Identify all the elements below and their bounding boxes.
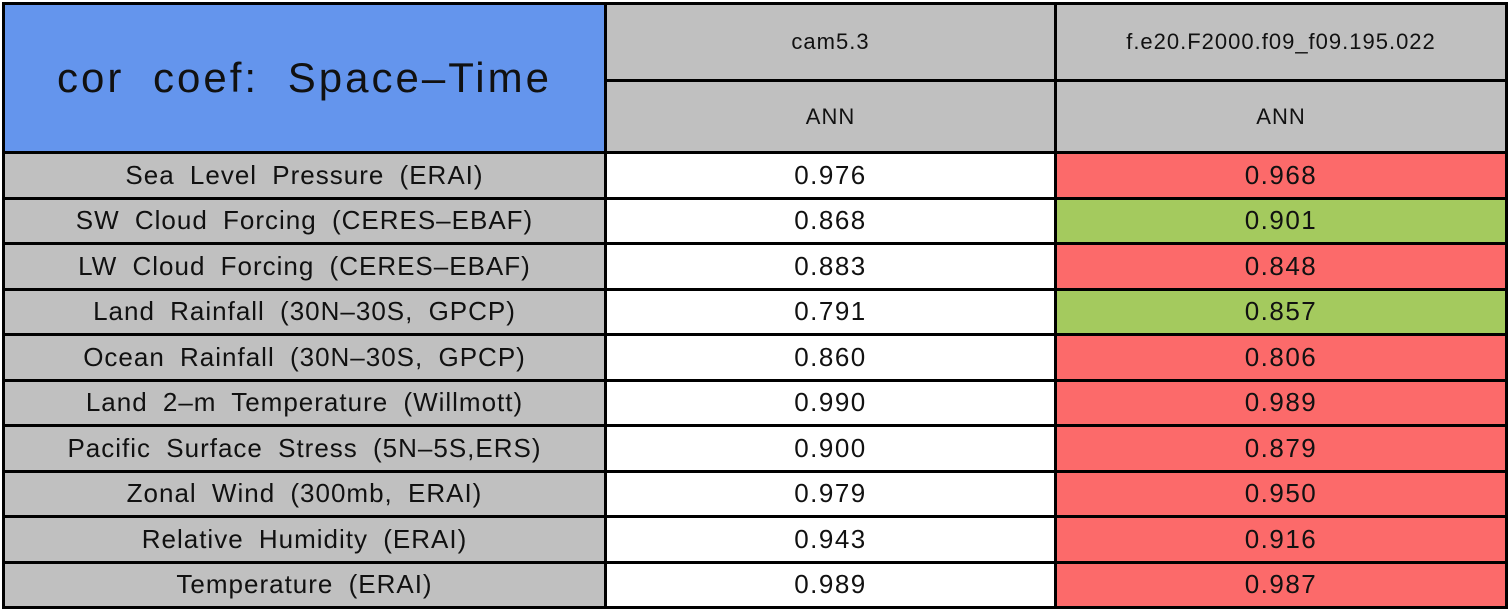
cam53-value: 0.860 [604, 333, 1057, 382]
cam53-value: 0.990 [604, 378, 1057, 427]
cam53-value: 0.979 [604, 469, 1057, 518]
row-label-land-2m-temperature: Land 2–m Temperature (Willmott) [2, 378, 607, 427]
column-header-cam53: cam5.3 [604, 2, 1057, 82]
cam53-value: 0.791 [604, 287, 1057, 336]
season-header-cam53: ANN [604, 79, 1057, 154]
test-value: 0.879 [1054, 424, 1508, 473]
table-row: Temperature (ERAI) 0.989 0.987 [2, 560, 1508, 609]
row-label-land-rainfall: Land Rainfall (30N–30S, GPCP) [2, 287, 607, 336]
table-row: Land 2–m Temperature (Willmott) 0.990 0.… [2, 378, 1508, 427]
test-value: 0.968 [1054, 151, 1508, 200]
cam53-value: 0.989 [604, 560, 1057, 609]
row-label-ocean-rainfall: Ocean Rainfall (30N–30S, GPCP) [2, 333, 607, 382]
test-value: 0.950 [1054, 469, 1508, 518]
cam53-value: 0.976 [604, 151, 1057, 200]
table-row: Ocean Rainfall (30N–30S, GPCP) 0.860 0.8… [2, 333, 1508, 382]
cam53-value: 0.900 [604, 424, 1057, 473]
row-label-sw-cloud-forcing: SW Cloud Forcing (CERES–EBAF) [2, 196, 607, 245]
row-label-pacific-surface-stress: Pacific Surface Stress (5N–5S,ERS) [2, 424, 607, 473]
table-row: SW Cloud Forcing (CERES–EBAF) 0.868 0.90… [2, 196, 1508, 245]
header-row-models: cor coef: Space–Time cam5.3 f.e20.F2000.… [2, 2, 1508, 154]
season-header-test-case: ANN [1054, 79, 1508, 154]
test-value: 0.806 [1054, 333, 1508, 382]
table-row: LW Cloud Forcing (CERES–EBAF) 0.883 0.84… [2, 242, 1508, 291]
test-value: 0.901 [1054, 196, 1508, 245]
row-label-zonal-wind: Zonal Wind (300mb, ERAI) [2, 469, 607, 518]
table-row: Pacific Surface Stress (5N–5S,ERS) 0.900… [2, 424, 1508, 473]
test-value: 0.989 [1054, 378, 1508, 427]
row-label-temperature: Temperature (ERAI) [2, 560, 607, 609]
row-label-relative-humidity: Relative Humidity (ERAI) [2, 515, 607, 564]
table-row: Land Rainfall (30N–30S, GPCP) 0.791 0.85… [2, 287, 1508, 336]
header-row-season: ANN ANN [4, 79, 1508, 154]
cam53-value: 0.868 [604, 196, 1057, 245]
test-value: 0.987 [1054, 560, 1508, 609]
test-value: 0.916 [1054, 515, 1508, 564]
cam53-value: 0.943 [604, 515, 1057, 564]
test-value: 0.857 [1054, 287, 1508, 336]
test-value: 0.848 [1054, 242, 1508, 291]
table-row: Sea Level Pressure (ERAI) 0.976 0.968 [2, 151, 1508, 200]
row-label-sea-level-pressure: Sea Level Pressure (ERAI) [2, 151, 607, 200]
table-title: cor coef: Space–Time [2, 2, 607, 154]
row-label-lw-cloud-forcing: LW Cloud Forcing (CERES–EBAF) [2, 242, 607, 291]
column-header-test-case: f.e20.F2000.f09_f09.195.022 [1054, 2, 1508, 82]
table-row: Relative Humidity (ERAI) 0.943 0.916 [2, 515, 1508, 564]
cam53-value: 0.883 [604, 242, 1057, 291]
table-row: Zonal Wind (300mb, ERAI) 0.979 0.950 [2, 469, 1508, 518]
